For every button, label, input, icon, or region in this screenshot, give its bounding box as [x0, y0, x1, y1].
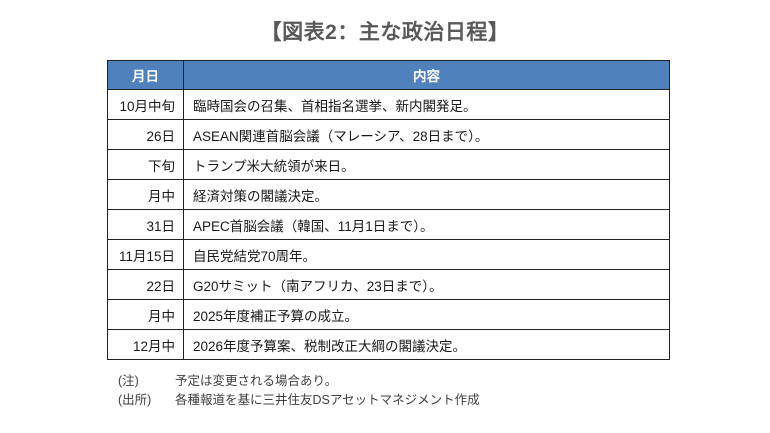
- date-cell: 月中: [107, 179, 184, 210]
- header-cell-content: 内容: [183, 60, 670, 90]
- schedule-table: 月日 内容 10月中旬 臨時国会の召集、首相指名選挙、新内閣発足。 26日 ASEAN…: [107, 60, 670, 360]
- date-cell: 10月中旬: [107, 89, 184, 120]
- source-text: 各種報道を基に三井住友DSアセットマネジメント作成: [175, 392, 480, 407]
- table-row: 22日 G20サミット（南アフリカ、23日まで）。: [107, 269, 670, 300]
- date-cell: 下旬: [107, 149, 184, 180]
- table-row: 31日 APEC首脳会議（韓国、11月1日まで）。: [107, 209, 670, 240]
- date-cell: 22日: [107, 269, 184, 300]
- content-cell: 経済対策の閣議決定。: [183, 179, 670, 210]
- note-row: (注) 予定は変更される場合あり。: [118, 372, 770, 391]
- content-cell: トランプ米大統領が来日。: [183, 149, 670, 180]
- content-cell: 2026年度予算案、税制改正大綱の閣議決定。: [183, 329, 670, 360]
- table-body: 10月中旬 臨時国会の召集、首相指名選挙、新内閣発足。 26日 ASEAN関連首脳会議…: [107, 89, 670, 360]
- date-cell: 31日: [107, 209, 184, 240]
- header-cell-date: 月日: [107, 60, 184, 90]
- table-header-row: 月日 内容: [107, 60, 670, 90]
- table-row: 月中 経済対策の閣議決定。: [107, 179, 670, 210]
- table-row: 11月15日 自民党結党70周年。: [107, 239, 670, 270]
- date-cell: 26日: [107, 119, 184, 150]
- note-label: (注): [118, 374, 139, 388]
- content-cell: 自民党結党70周年。: [183, 239, 670, 270]
- footnotes: (注) 予定は変更される場合あり。 (出所) 各種報道を基に三井住友DSアセット…: [118, 372, 770, 410]
- page-title: 【図表2：主な政治日程】: [260, 21, 510, 44]
- table-row: 下旬 トランプ米大統領が来日。: [107, 149, 670, 180]
- content-cell: ASEAN関連首脳会議（マレーシア、28日まで）。: [183, 119, 670, 150]
- note-text: 予定は変更される場合あり。: [175, 374, 338, 388]
- source-row: (出所) 各種報道を基に三井住友DSアセットマネジメント作成: [118, 391, 770, 410]
- content-cell: G20サミット（南アフリカ、23日まで）。: [183, 269, 670, 300]
- date-cell: 12月中: [107, 329, 184, 360]
- date-cell: 月中: [107, 299, 184, 330]
- content-cell: 臨時国会の召集、首相指名選挙、新内閣発足。: [183, 89, 670, 120]
- source-label: (出所): [118, 392, 152, 407]
- date-cell: 11月15日: [107, 239, 184, 270]
- content-cell: APEC首脳会議（韓国、11月1日まで）。: [183, 209, 670, 240]
- table-row: 月中 2025年度補正予算の成立。: [107, 299, 670, 330]
- content-cell: 2025年度補正予算の成立。: [183, 299, 670, 330]
- table-row: 12月中 2026年度予算案、税制改正大綱の閣議決定。: [107, 329, 670, 360]
- table-row: 26日 ASEAN関連首脳会議（マレーシア、28日まで）。: [107, 119, 670, 150]
- table-row: 10月中旬 臨時国会の召集、首相指名選挙、新内閣発足。: [107, 89, 670, 120]
